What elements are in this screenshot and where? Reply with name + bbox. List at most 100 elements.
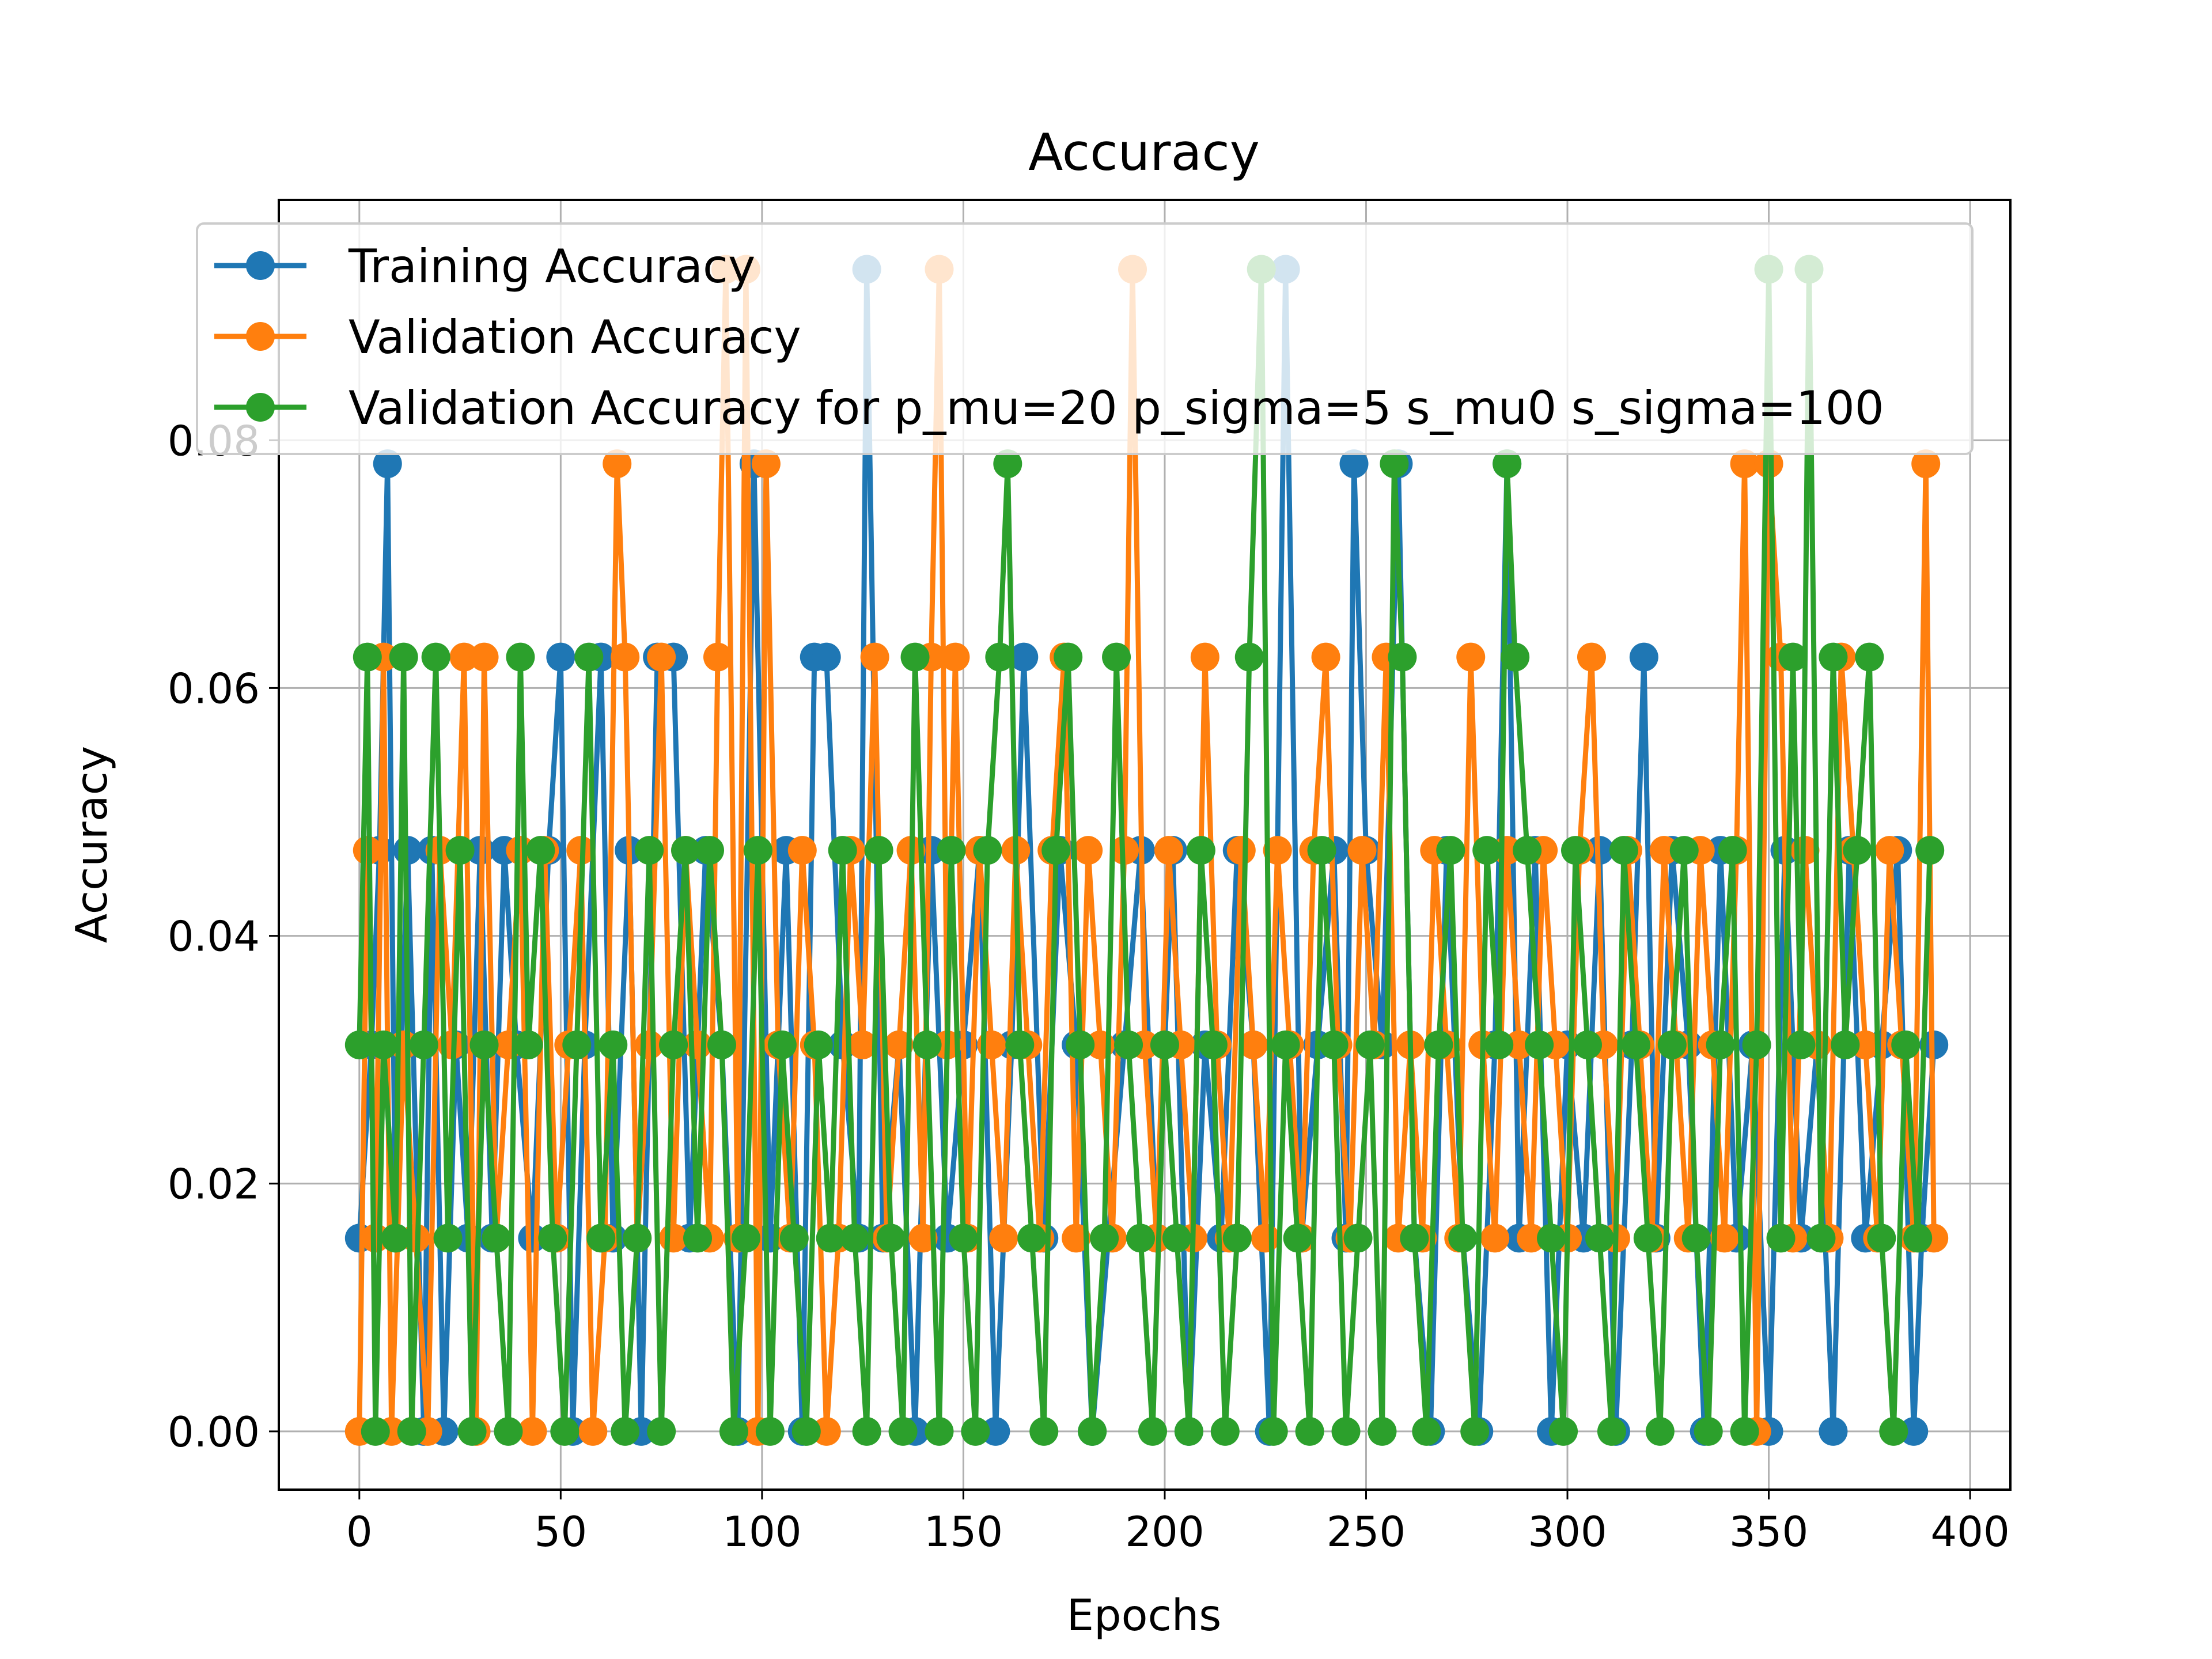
data-point (409, 1030, 438, 1059)
data-point (1424, 1030, 1453, 1059)
data-point (1090, 1224, 1119, 1253)
legend-label: Validation Accuracy for p_mu=20 p_sigma=… (349, 381, 1884, 435)
data-point (1448, 1224, 1478, 1253)
data-point (1331, 1416, 1361, 1446)
data-point (1102, 642, 1131, 672)
data-point (985, 642, 1014, 672)
data-point (1573, 1030, 1602, 1059)
data-point (848, 1030, 877, 1059)
data-point (1460, 1416, 1490, 1446)
data-point (1505, 1030, 1534, 1059)
data-point (1669, 836, 1699, 865)
data-point (876, 1224, 906, 1253)
data-point (1706, 1030, 1735, 1059)
data-point (1210, 1416, 1240, 1446)
data-point (397, 1416, 426, 1446)
data-point (1843, 836, 1872, 865)
data-point (1694, 1416, 1723, 1446)
data-point (562, 1030, 592, 1059)
data-point (888, 1416, 918, 1446)
data-point (787, 836, 817, 865)
data-point (1875, 836, 1904, 865)
data-point (659, 1030, 688, 1059)
data-point (1730, 1416, 1759, 1446)
data-point (1062, 1224, 1091, 1253)
x-tick-label: 250 (1327, 1508, 1406, 1556)
data-point (973, 836, 1002, 865)
data-point (751, 449, 781, 479)
data-point (1561, 836, 1590, 865)
data-point (635, 836, 664, 865)
data-point (961, 1416, 990, 1446)
data-point (1525, 1030, 1554, 1059)
data-point (373, 449, 402, 479)
data-point (1891, 1030, 1921, 1059)
data-point (1855, 642, 1884, 672)
y-tick-label: 0.04 (168, 912, 260, 961)
legend-entry: Training Accuracy (214, 240, 755, 293)
data-point (1259, 1416, 1288, 1446)
data-point (381, 1224, 410, 1253)
data-point (1319, 1030, 1349, 1059)
data-point (1226, 836, 1256, 865)
data-point (884, 1030, 914, 1059)
data-point (578, 1416, 608, 1446)
series-3 (344, 255, 1945, 1446)
data-point (1718, 836, 1747, 865)
data-point (1263, 836, 1292, 865)
data-point (1577, 642, 1606, 672)
data-point (791, 1416, 821, 1446)
data-point (1879, 1416, 1908, 1446)
x-tick-label: 150 (924, 1508, 1003, 1556)
data-point (369, 1030, 398, 1059)
y-tick-label: 0.06 (168, 664, 260, 713)
x-tick-label: 100 (722, 1508, 801, 1556)
legend-marker (246, 251, 275, 280)
data-point (506, 836, 535, 865)
data-point (1778, 642, 1808, 672)
x-tick-label: 350 (1729, 1508, 1808, 1556)
legend-label: Validation Accuracy (349, 310, 801, 364)
data-point (860, 642, 889, 672)
y-axis-label: Accuracy (66, 746, 117, 943)
data-point (449, 642, 479, 672)
data-point (421, 642, 450, 672)
data-point (1649, 836, 1679, 865)
data-point (389, 642, 418, 672)
data-point (981, 1416, 1010, 1446)
data-point (1295, 1416, 1324, 1446)
chart-title: Accuracy (1028, 123, 1260, 182)
data-point (916, 836, 946, 865)
data-point (1347, 836, 1377, 865)
data-point (1903, 1224, 1933, 1253)
data-point (1198, 1030, 1228, 1059)
data-point (1629, 642, 1658, 672)
data-point (469, 642, 499, 672)
data-point (433, 1224, 463, 1253)
data-point (1480, 1224, 1510, 1253)
data-point (1078, 1416, 1107, 1446)
data-point (1513, 836, 1542, 865)
data-point (779, 1224, 809, 1253)
data-point (1730, 449, 1759, 479)
data-point (1238, 1030, 1268, 1059)
data-point (816, 1224, 845, 1253)
data-point (1368, 1416, 1397, 1446)
legend-marker (246, 322, 275, 351)
data-point (949, 1224, 978, 1253)
data-point (1005, 1030, 1035, 1059)
data-point (1154, 836, 1183, 865)
data-point (353, 642, 382, 672)
x-axis: 0 50 100 150 200 250 300 350 400 (346, 1490, 2010, 1556)
x-tick-label: 0 (346, 1508, 373, 1556)
data-point (469, 1030, 499, 1059)
data-point (1819, 642, 1848, 672)
data-point (912, 1030, 942, 1059)
data-point (840, 1224, 869, 1253)
legend-entry: Validation Accuracy for p_mu=20 p_sigma=… (214, 381, 1884, 435)
data-point (1633, 1224, 1662, 1253)
data-point (941, 642, 970, 672)
data-point (1456, 642, 1486, 672)
data-point (1380, 449, 1409, 479)
data-point (1911, 449, 1941, 479)
